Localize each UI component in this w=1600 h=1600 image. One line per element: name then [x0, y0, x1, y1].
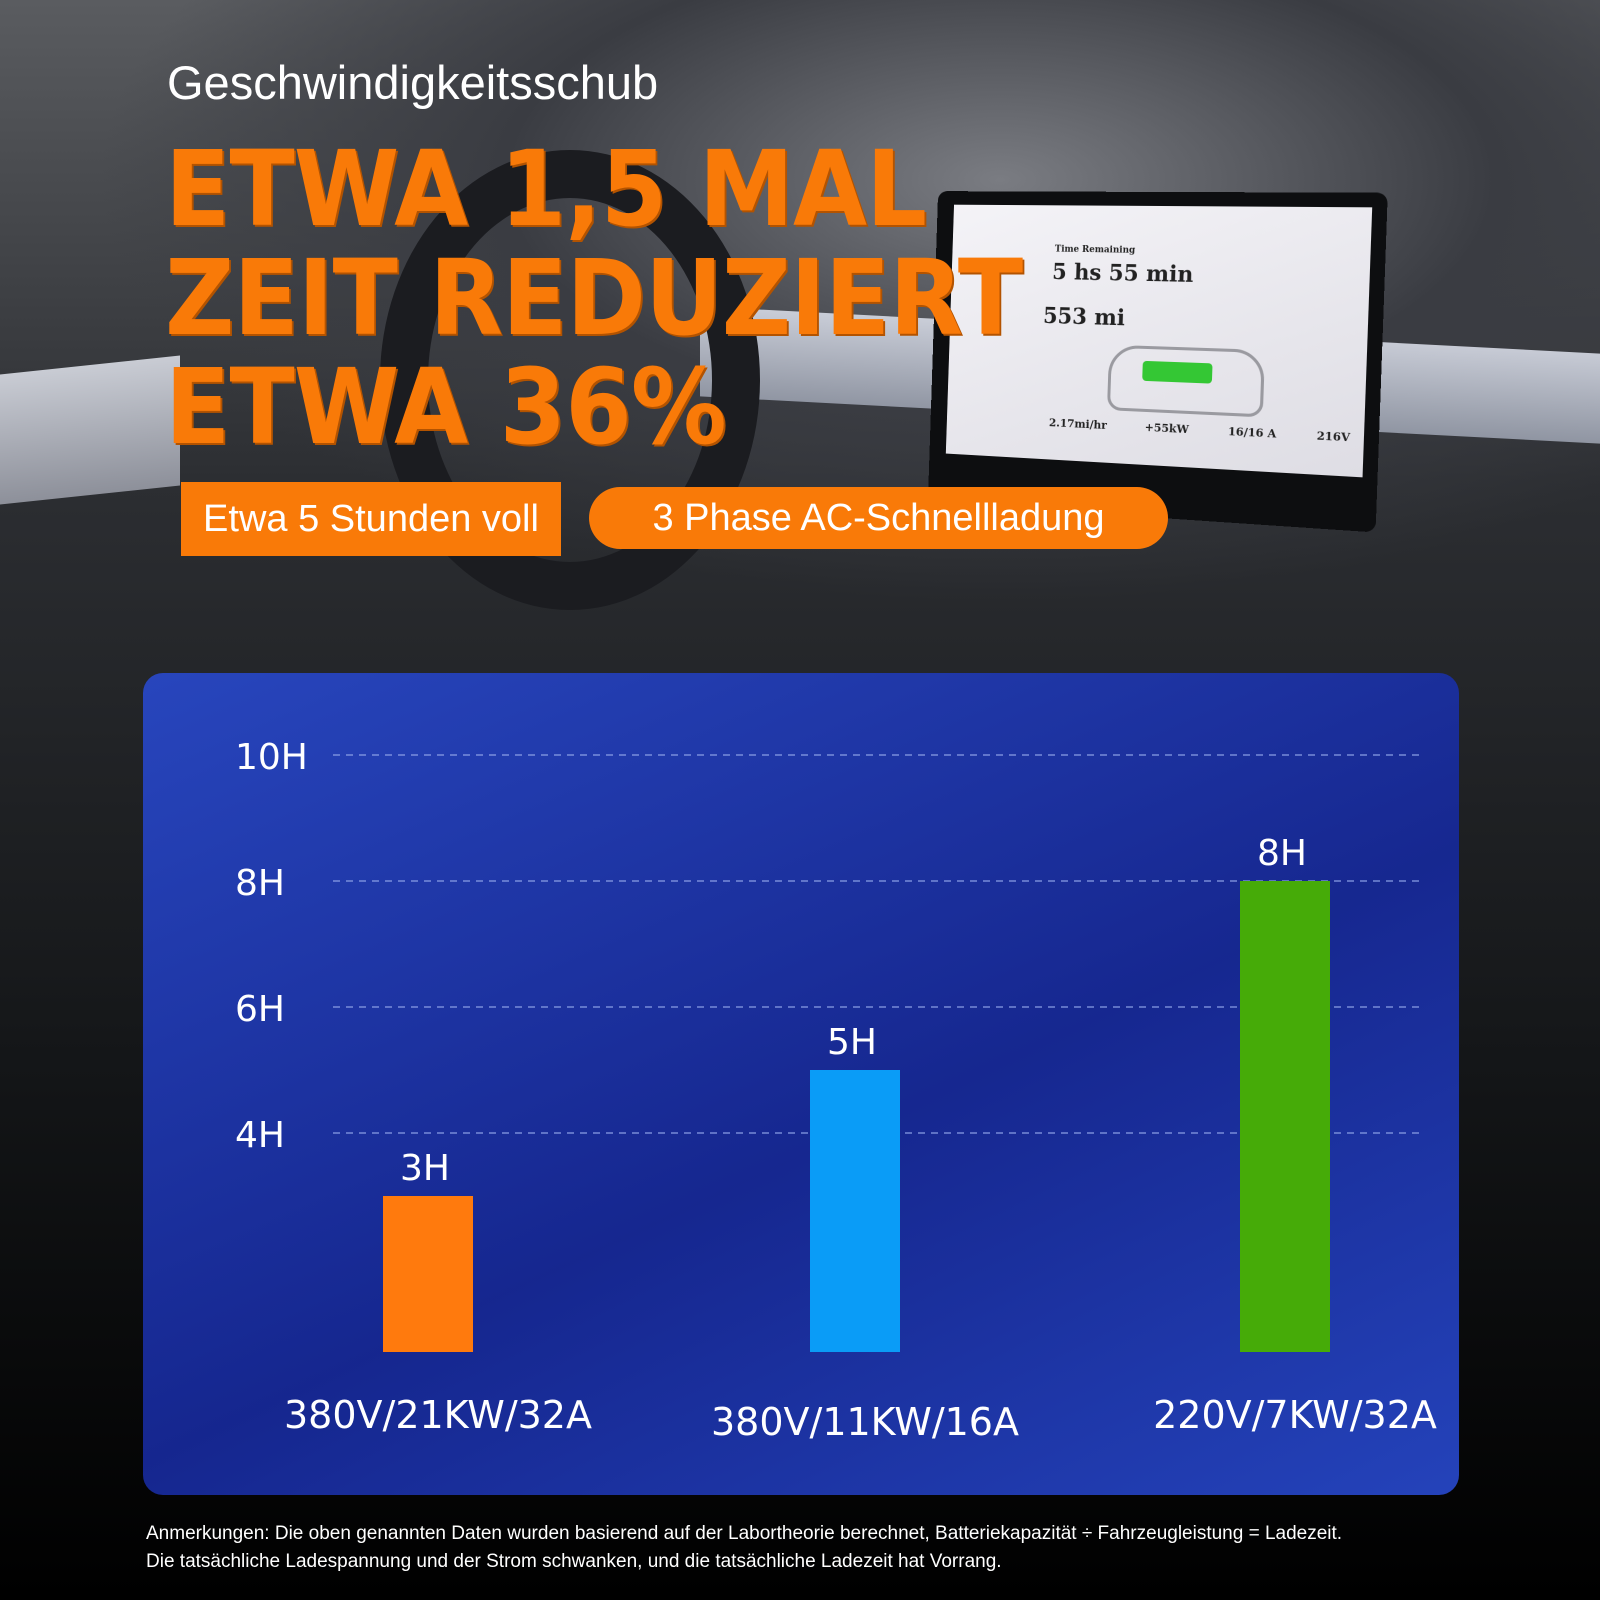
display-stat: 16/16 A [1228, 425, 1277, 441]
fast-charge-badge: 3 Phase AC-Schnellladung [589, 487, 1168, 549]
door-trim [0, 356, 180, 505]
y-tick-label: 10H [235, 737, 308, 778]
y-tick-label: 6H [235, 989, 285, 1030]
headline-line-3: ETWA 36% [165, 346, 726, 468]
headline-line-1: ETWA 1,5 MAL [165, 128, 926, 250]
bar-value-label: 8H [1257, 833, 1307, 874]
display-stat: 2.17mi/hr [1049, 416, 1107, 432]
display-time: 5 hs 55 min [1052, 259, 1194, 288]
bar-value-label: 3H [400, 1148, 450, 1189]
headline-line-2: ZEIT REDUZIERT [165, 237, 1022, 359]
footnote-line-2: Die tatsächliche Ladespannung und der St… [146, 1548, 1566, 1576]
full-charge-badge: Etwa 5 Stunden voll [181, 482, 561, 556]
bar [810, 1070, 900, 1352]
y-tick-label: 8H [235, 863, 285, 904]
battery-icon [1142, 361, 1212, 384]
display-stat: +55kW [1145, 421, 1190, 436]
bar-chart: 4H 6H 8H 10H 3H 380V/21KW/32A 5H 380V/11KW/16A 8… [143, 673, 1459, 1495]
bar [383, 1196, 473, 1352]
subtitle: Geschwindigkeitsschub [167, 55, 658, 110]
display-stat: 216V [1317, 429, 1351, 444]
y-tick-label: 4H [235, 1115, 285, 1156]
footnote: Anmerkungen: Die oben genannten Daten wu… [146, 1520, 1566, 1576]
display-time-label: Time Remaining [1055, 245, 1136, 256]
x-category-label: 220V/7KW/32A [1153, 1393, 1437, 1437]
display-range: 553 mi [1043, 303, 1126, 331]
display-stats: 2.17mi/hr +55kW 16/16 A 216V [1049, 416, 1351, 444]
x-category-label: 380V/11KW/16A [711, 1400, 1019, 1444]
x-category-label: 380V/21KW/32A [284, 1393, 592, 1437]
footnote-line-1: Anmerkungen: Die oben genannten Daten wu… [146, 1520, 1566, 1548]
bar-value-label: 5H [827, 1022, 877, 1063]
bar [1240, 881, 1330, 1352]
